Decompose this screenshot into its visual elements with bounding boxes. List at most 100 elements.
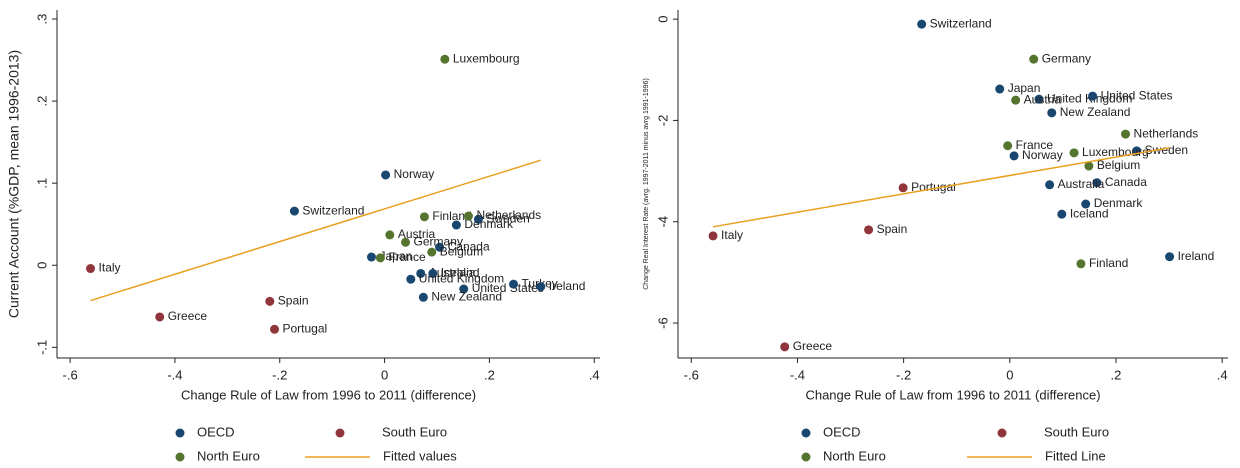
point (375, 253, 385, 263)
point-label: Greece (168, 309, 208, 323)
point (864, 225, 874, 235)
point (1121, 129, 1131, 139)
fitted-line (90, 159, 541, 302)
point-label: Italy (721, 228, 743, 242)
point (780, 342, 790, 352)
point-label: Sweden (486, 211, 529, 225)
x-tick-label: .2 (484, 367, 495, 382)
x-axis-title: Change Rule of Law from 1996 to 2011 (di… (805, 387, 1100, 402)
point-label: Netherlands (1134, 126, 1199, 140)
point-label: Japan (379, 249, 412, 263)
point-label: Portugal (283, 321, 328, 335)
point-label: Germany (414, 234, 463, 248)
x-tick-label: .4 (589, 367, 600, 382)
legend-marker (801, 428, 811, 438)
point (381, 170, 391, 180)
point-label: Netherlands (476, 208, 541, 222)
y-axis-title: Current Account (%GDP, mean 1996-2013) (6, 50, 22, 318)
point (427, 247, 437, 257)
legend-label: OECD (823, 424, 861, 439)
y-tick-label: 0 (34, 262, 49, 269)
point-label: Austria (1024, 92, 1062, 106)
x-tick-label: .4 (1217, 367, 1228, 382)
point (1034, 94, 1044, 104)
point (428, 268, 438, 278)
y-tick-label: -2 (655, 115, 670, 127)
point-label: Canada (1105, 175, 1147, 189)
point (1029, 54, 1039, 64)
point-label: Norway (394, 167, 435, 181)
x-tick-label: -.6 (684, 367, 699, 382)
y-axis-title: Change Real Interest Rate (avrg. 1997-20… (643, 78, 650, 290)
fitted-line (712, 147, 1170, 228)
point-label: Spain (877, 222, 908, 236)
point-label: France (1016, 138, 1054, 152)
point-label: Austria (398, 227, 436, 241)
point (1011, 95, 1021, 105)
x-tick-label: -.2 (272, 367, 287, 382)
point (1092, 178, 1102, 188)
point (270, 324, 280, 334)
point-label: United States (472, 281, 544, 295)
point (1069, 148, 1079, 158)
point (473, 214, 483, 224)
legend-marker (335, 428, 345, 438)
point-label: Luxembourg (453, 51, 520, 65)
point (463, 211, 473, 221)
legend-label: South Euro (1044, 424, 1109, 439)
point (1057, 209, 1067, 219)
point-label: Spain (278, 294, 309, 308)
point (509, 279, 519, 289)
point (1003, 141, 1013, 151)
x-tick-label: -.4 (167, 367, 182, 382)
point (155, 312, 165, 322)
point-label: Sweden (1145, 143, 1188, 157)
legend-marker (801, 452, 811, 462)
y-tick-label: .1 (34, 178, 49, 189)
point-label: Iceland (1070, 206, 1109, 220)
point (898, 183, 908, 193)
point-label: New Zealand (1060, 105, 1131, 119)
point (536, 282, 546, 292)
point (917, 19, 927, 29)
legend-label: Fitted values (383, 448, 457, 463)
point (1047, 108, 1057, 118)
point (708, 231, 718, 241)
point (1081, 199, 1091, 209)
point (435, 242, 445, 252)
y-tick-label: -6 (655, 317, 670, 329)
point-label: Switzerland (930, 16, 992, 30)
point-label: Germany (1042, 51, 1091, 65)
legend-marker (997, 428, 1007, 438)
point-label: Finland (1089, 256, 1128, 270)
point-label: Australia (429, 266, 476, 280)
point (1088, 91, 1098, 101)
point-label: Japan (1008, 81, 1041, 95)
point (1045, 180, 1055, 190)
y-tick-label: .3 (34, 14, 49, 25)
point-label: Denmark (464, 217, 514, 231)
point-label: Ireland (549, 279, 586, 293)
legend-label: North Euro (197, 448, 260, 463)
x-tick-label: -.6 (63, 367, 78, 382)
point (385, 230, 395, 240)
point (289, 206, 299, 216)
y-tick-label: -4 (655, 216, 670, 228)
point-label: Italy (99, 261, 121, 275)
point-label: Belgium (1097, 158, 1140, 172)
legend-label: South Euro (382, 424, 447, 439)
point-label: New Zealand (431, 289, 502, 303)
point-label: Switzerland (302, 203, 364, 217)
point-label: Canada (448, 239, 490, 253)
point-label: Norway (1022, 148, 1063, 162)
legend-label: OECD (197, 424, 235, 439)
point (1084, 161, 1094, 171)
point (86, 264, 96, 274)
legend-marker (175, 428, 185, 438)
point (416, 268, 426, 278)
x-axis-title: Change Rule of Law from 1996 to 2011 (di… (181, 387, 476, 402)
x-tick-label: -.4 (790, 367, 805, 382)
legend-marker (175, 452, 185, 462)
x-tick-label: 0 (381, 367, 388, 382)
